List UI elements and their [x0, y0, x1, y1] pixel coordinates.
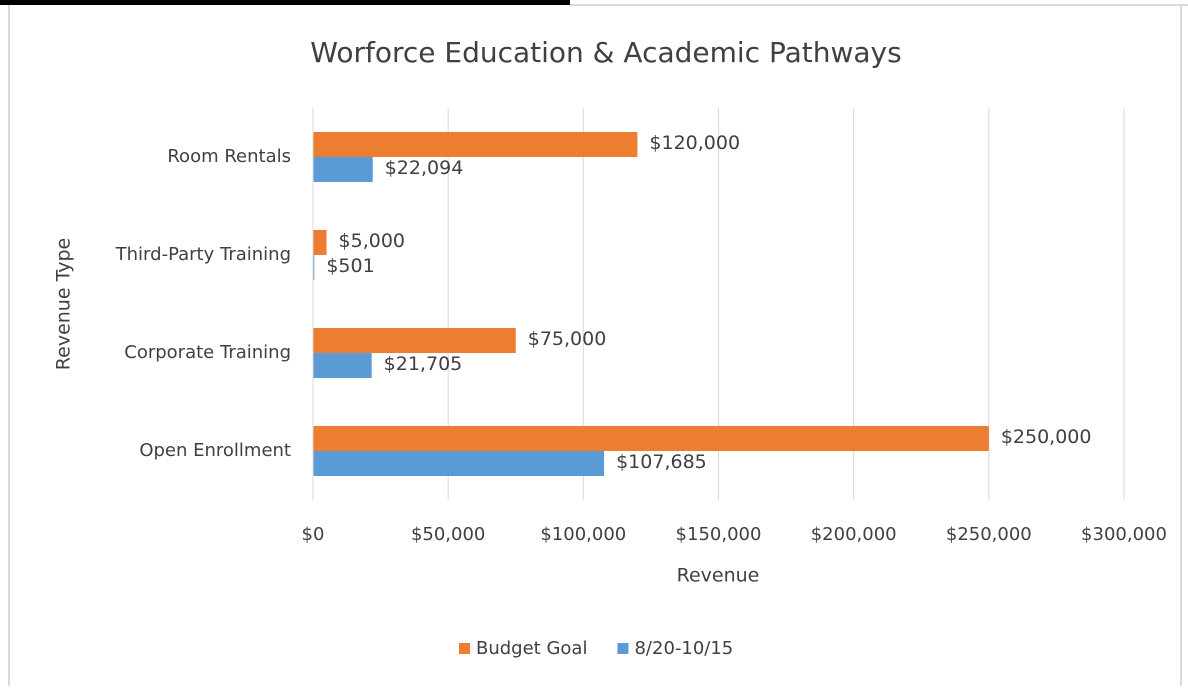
data-label: $120,000: [649, 132, 740, 154]
data-label: $75,000: [528, 328, 607, 350]
x-tick-label: $150,000: [676, 524, 762, 545]
y-tick-label: Room Rentals: [167, 146, 291, 167]
x-tick-label: $200,000: [811, 524, 897, 545]
bar: [313, 353, 372, 378]
legend-label: Budget Goal: [476, 638, 587, 659]
top-bar: [0, 0, 570, 5]
bar: [313, 157, 373, 182]
data-label: $5,000: [339, 230, 405, 252]
bar: [313, 132, 638, 157]
bar: [313, 451, 605, 476]
bar: [313, 255, 315, 280]
x-tick-label: $50,000: [411, 524, 485, 545]
chart-title: Worforce Education & Academic Pathways: [310, 36, 901, 69]
bar: [313, 230, 327, 255]
y-tick-label: Open Enrollment: [139, 440, 291, 461]
legend-swatch: [459, 643, 470, 654]
data-label: $21,705: [384, 353, 463, 375]
y-tick-label: Corporate Training: [124, 342, 291, 363]
y-tick-label: Third-Party Training: [115, 244, 291, 265]
x-tick-label: $0: [302, 524, 325, 545]
x-tick-label: $250,000: [946, 524, 1032, 545]
x-axis-label: Revenue: [677, 565, 760, 587]
x-tick-label: $100,000: [540, 524, 626, 545]
x-tick-label: $300,000: [1081, 524, 1167, 545]
y-axis-label: Revenue Type: [53, 238, 75, 370]
data-label: $250,000: [1001, 426, 1092, 448]
data-label: $107,685: [616, 451, 707, 473]
bar: [313, 328, 516, 353]
data-label: $22,094: [385, 157, 464, 179]
bar: [313, 426, 989, 451]
legend-label: 8/20-10/15: [634, 638, 733, 659]
data-label: $501: [326, 255, 374, 277]
legend-swatch: [617, 643, 629, 654]
